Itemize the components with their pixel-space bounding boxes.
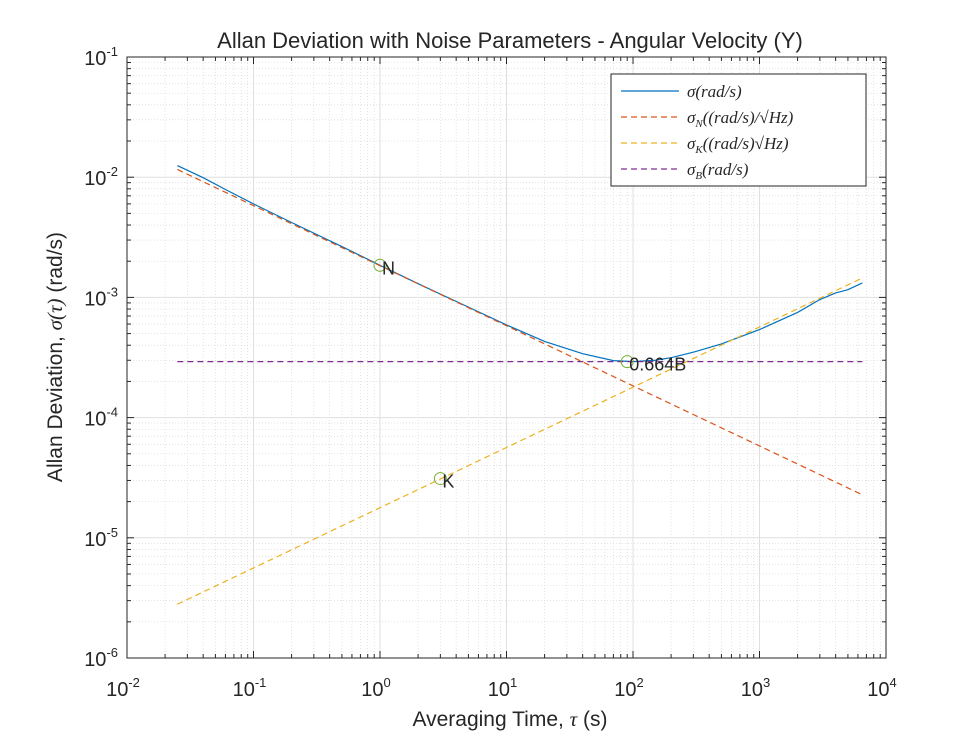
legend-label-3: σB(rad/s) xyxy=(687,160,749,182)
series-line-2 xyxy=(177,277,863,605)
x-tick-label-4: 102 xyxy=(614,675,643,701)
y-tick-label-5: 10-1 xyxy=(84,44,118,70)
legend-label-0: σ(rad/s) xyxy=(687,82,742,101)
x-tick-label-0: 10-2 xyxy=(106,675,140,701)
annotations: N K 0.664B xyxy=(373,258,686,492)
y-tick-label-3: 10-3 xyxy=(84,284,118,310)
chart-title: Allan Deviation with Noise Parameters - … xyxy=(217,28,803,53)
legend-label-1: σN((rad/s)/√Hz) xyxy=(687,108,794,130)
series-line-0 xyxy=(177,165,863,363)
annotation-label-2: 0.664B xyxy=(629,355,686,375)
x-tick-label-1: 10-1 xyxy=(233,675,267,701)
y-tick-label-4: 10-2 xyxy=(84,164,118,190)
y-tick-label-2: 10-4 xyxy=(84,405,118,431)
y-tick-label-0: 10-6 xyxy=(84,645,118,671)
legend: σ(rad/s) σN((rad/s)/√Hz) σK((rad/s)√Hz) σB(… xyxy=(610,73,867,187)
series-group xyxy=(177,165,863,605)
tick-labels: 10-2 10-1 100 101 102 103 104 10-6 10-5 10-4 10-3 1… xyxy=(84,44,897,701)
annotation-marker-2 xyxy=(620,355,634,369)
axes xyxy=(126,56,887,659)
annotation-marker-0 xyxy=(373,258,387,272)
grid xyxy=(126,57,886,659)
y-axis-label: Allan Deviation, σ(τ) (rad/s) xyxy=(43,232,67,482)
annotation-label-0: N xyxy=(382,258,395,278)
annotation-label-1: K xyxy=(442,472,454,492)
legend-label-2: σK((rad/s)√Hz) xyxy=(687,134,789,156)
x-tick-label-2: 100 xyxy=(361,675,390,701)
x-tick-label-6: 104 xyxy=(867,675,896,701)
series-line-1 xyxy=(177,168,863,496)
legend-box xyxy=(610,73,867,187)
x-tick-label-3: 101 xyxy=(488,675,517,701)
x-tick-label-5: 103 xyxy=(741,675,770,701)
annotation-marker-1 xyxy=(433,472,447,486)
y-tick-label-1: 10-5 xyxy=(84,525,118,551)
x-axis-label: Averaging Time, τ (s) xyxy=(412,707,607,731)
